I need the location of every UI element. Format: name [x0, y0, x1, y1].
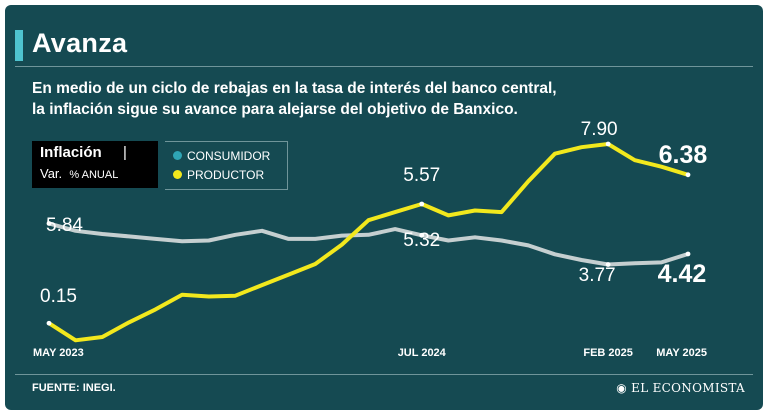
- x-tick-label-feb-2025: FEB 2025: [583, 347, 633, 359]
- data-label-productor-0: 0.15: [40, 286, 77, 307]
- point-marker-consumidor-0: [46, 221, 52, 226]
- unit-small: % ANUAL: [69, 169, 119, 181]
- x-tick-label-jul-2024: JUL 2024: [398, 347, 447, 359]
- legend-frame: [165, 141, 288, 190]
- series-label-title: Inflación: [40, 144, 102, 161]
- data-label-productor-14: 5.32: [403, 230, 440, 251]
- line-chart: MAY 2023 JUL 2024 FEB 2025 MAY 2025 5.84 5.57…: [33, 119, 708, 359]
- data-label-consumidor-21: 3.77: [579, 265, 616, 286]
- data-label-productor-24: 6.38: [659, 141, 708, 169]
- point-marker-productor-21: [605, 141, 611, 147]
- chart-title: Avanza: [32, 28, 128, 58]
- unit-main: Var.: [40, 166, 63, 181]
- legend-label-consumidor: CONSUMIDOR: [187, 148, 271, 163]
- series-line-productor: [47, 142, 690, 343]
- series-line-consumidor: [47, 221, 690, 267]
- legend-dot-consumidor: [173, 151, 182, 160]
- data-label-consumidor-24: 4.42: [658, 260, 707, 288]
- legend-item-consumidor: CONSUMIDOR: [173, 146, 270, 165]
- chart-card: Avanza En medio de un ciclo de rebajas e…: [5, 5, 763, 410]
- data-label-consumidor-14: 5.57: [403, 165, 440, 186]
- x-tick-label-may-2025: MAY 2025: [656, 347, 707, 359]
- point-marker-productor-0: [46, 320, 52, 326]
- point-marker-consumidor-24: [685, 251, 691, 257]
- x-tick-label-may-2023: MAY 2023: [33, 347, 84, 359]
- point-marker-consumidor-14: [419, 232, 425, 238]
- chart-subtitle: En medio de un ciclo de rebajas en la ta…: [32, 78, 752, 120]
- legend-item-productor: PRODUCTOR: [173, 165, 270, 184]
- subtitle-line-1: En medio de un ciclo de rebajas en la ta…: [32, 80, 557, 97]
- point-marker-productor-24: [685, 172, 691, 178]
- source-note: FUENTE: INEGI.: [32, 382, 116, 394]
- legend: CONSUMIDOR PRODUCTOR: [173, 146, 270, 184]
- data-label-productor-21: 7.90: [581, 119, 618, 140]
- legend-dot-productor: [173, 170, 182, 179]
- footer-divider: [15, 374, 753, 375]
- title-divider: [15, 66, 753, 67]
- series-label-box: [32, 141, 158, 188]
- brand-logo: ◉ EL ECONOMISTA: [616, 381, 745, 395]
- series-label-unit: Var. % ANUAL: [40, 166, 118, 181]
- series-label-separator: |: [123, 144, 127, 161]
- subtitle-line-2: la inflación sigue su avance para alejar…: [32, 101, 518, 118]
- data-label-consumidor-0: 5.84: [46, 215, 83, 236]
- title-accent-bar: [15, 30, 23, 61]
- point-marker-productor-14: [419, 201, 425, 207]
- point-marker-consumidor-21: [605, 262, 611, 267]
- legend-label-productor: PRODUCTOR: [187, 167, 265, 182]
